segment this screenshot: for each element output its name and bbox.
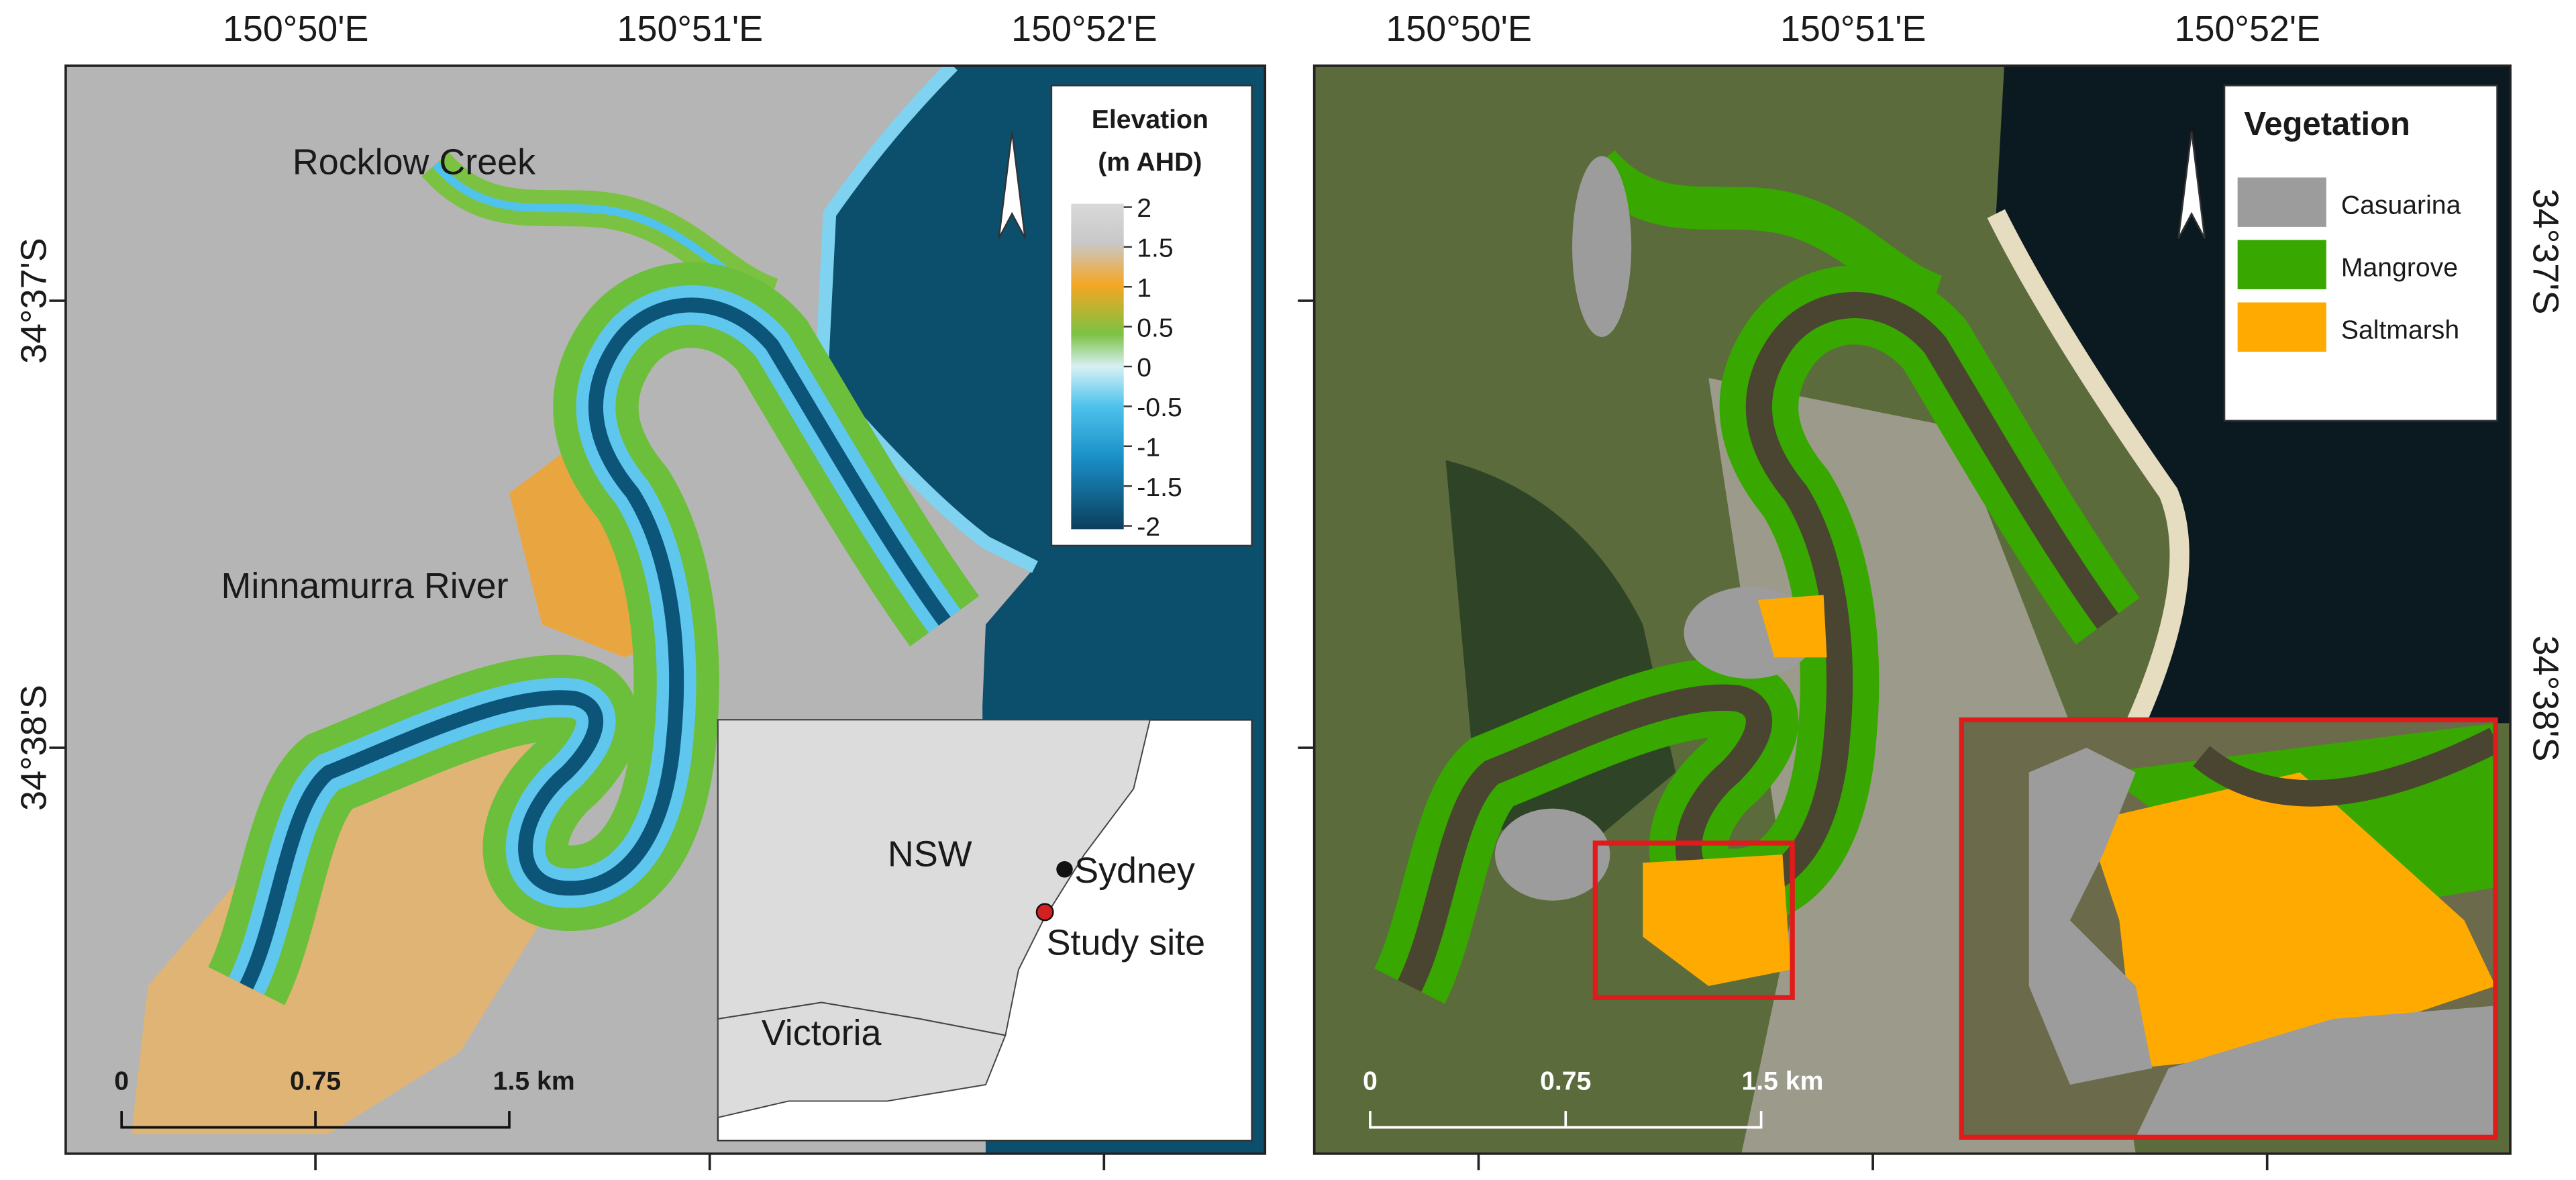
legend-tick-label: -2 (1137, 513, 1160, 542)
legend-title: Elevation (1092, 105, 1208, 134)
legend-label: Saltmarsh (2341, 315, 2459, 344)
legend-tick-label: 0.5 (1137, 313, 1173, 342)
arrow (2177, 131, 2206, 239)
beach (1987, 209, 2189, 728)
arrow (998, 131, 1026, 239)
saltmarsh (2086, 772, 2496, 1069)
longitude-label: 150°51'E (617, 9, 764, 49)
scale-label: 0 (114, 1067, 129, 1095)
longitude-label: 150°51'E (1780, 9, 1926, 49)
latitude-label: 34°37'S (2525, 189, 2565, 315)
frame (1312, 64, 2512, 1155)
legend-label: Mangrove (2341, 253, 2458, 282)
city-point (1056, 861, 1073, 878)
scale-label: 1.5 km (493, 1067, 575, 1095)
zoom-box (1592, 840, 1795, 1000)
legend-swatch (2237, 177, 2326, 227)
vegetation-map: Vegetation Casuarina Mangrove Saltmarsh 0 … (1314, 65, 2511, 1154)
scale-label: 0 (1363, 1067, 1378, 1095)
victoria (717, 1001, 1007, 1119)
inset-label: NSW (888, 834, 972, 874)
scale-bar: 0 0.75 1.5 km (114, 1067, 575, 1129)
scale-label: 1.5 km (1741, 1067, 1823, 1095)
scale-line (120, 1111, 511, 1129)
longitude-label: 150°52'E (2175, 9, 2321, 49)
legend-title: (m AHD) (1098, 148, 1202, 177)
casuarina (1572, 156, 1632, 337)
saltmarsh (1757, 595, 1827, 658)
legend-tick-label: 1.5 (1137, 234, 1173, 263)
scale-label: 0.75 (290, 1067, 341, 1095)
inset-label: Study site (1047, 923, 1206, 963)
elevation-map: Rocklow Creek Minnamurra River Elevation… (65, 65, 1266, 1154)
casuarina (2028, 748, 2153, 1085)
legend-tick-label: -0.5 (1137, 393, 1182, 422)
north-arrow (998, 131, 1026, 239)
scale-line (1369, 1111, 1763, 1129)
legend-tick-label: 1 (1137, 274, 1151, 303)
vegetation-classes (1410, 150, 2108, 986)
place-label: Minnamurra River (221, 566, 509, 606)
legend-title: Vegetation (2244, 106, 2410, 142)
inset-label: Victoria (762, 1013, 882, 1053)
legend-swatch (2237, 240, 2326, 289)
legend-tick-label: 0 (1137, 354, 1151, 383)
casuarina (2135, 1005, 2496, 1138)
vegetation-legend: Vegetation Casuarina Mangrove Saltmarsh (2223, 85, 2498, 422)
inset-label: Sydney (1074, 850, 1195, 891)
latitude-label: 34°37'S (14, 238, 54, 364)
color-ramp (1071, 203, 1124, 530)
north-arrow (2177, 131, 2206, 239)
saltmarsh (1643, 854, 1791, 987)
legend-tick-label: -1 (1137, 433, 1160, 462)
longitude-label: 150°52'E (1011, 9, 1157, 49)
place-label: Rocklow Creek (293, 142, 536, 183)
saltmarsh-flat (131, 706, 559, 1134)
legend-label: Casuarina (2341, 191, 2461, 219)
longitude-label: 150°50'E (1386, 9, 1532, 49)
legend-tick-label: -1.5 (1137, 473, 1182, 502)
longitude-label: 150°50'E (223, 9, 369, 49)
river (2193, 728, 2496, 807)
scale-bar: 0 0.75 1.5 km (1363, 1067, 1823, 1129)
graticule: 150°50'E 150°51'E 150°52'E 34°37'S 34°38'S 15… (14, 9, 2565, 1171)
locator-inset: NSW Victoria Sydney Study site (717, 719, 1253, 1142)
scale-label: 0.75 (1540, 1067, 1591, 1095)
elevation-legend: Elevation (m AHD) 2 1.5 1 0.5 0 -0.5 -1 -1.5 -2 (1050, 85, 1253, 547)
site-point (1035, 903, 1054, 922)
legend-tick-label: 2 (1137, 194, 1151, 223)
zoom-frame (1959, 717, 2498, 1140)
latitude-label: 34°38'S (14, 685, 54, 811)
casuarina (1494, 808, 1610, 901)
legend-swatch (2237, 302, 2326, 352)
frame (64, 64, 1267, 1155)
latitude-label: 34°38'S (2525, 636, 2565, 762)
zoom-inset (1961, 720, 2496, 1138)
